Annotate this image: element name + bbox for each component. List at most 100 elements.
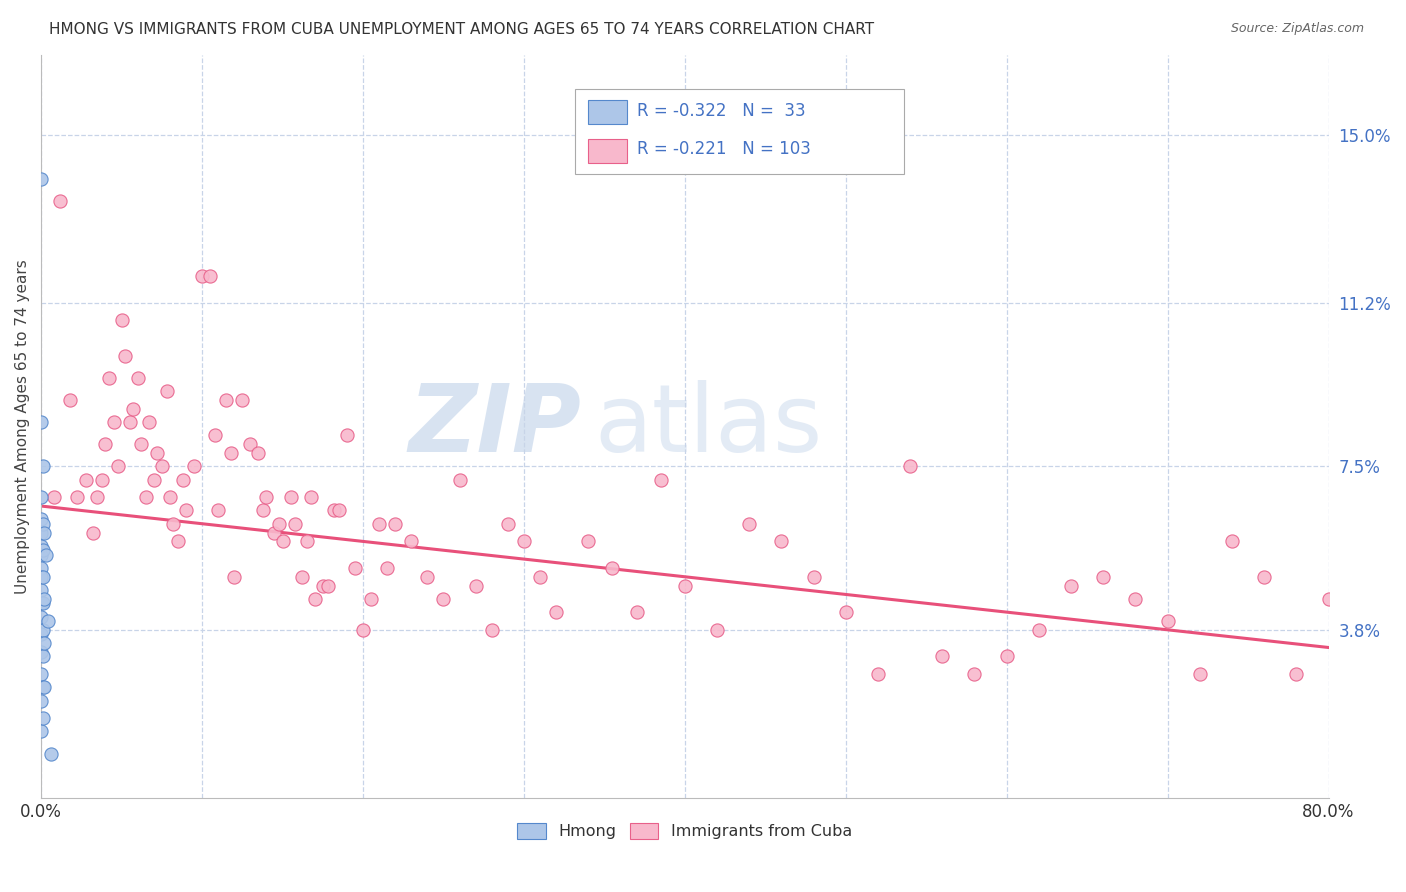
Point (30, 693, 52, 707)
Point (75, 473, 97, 487)
Text: R = -0.322   N =  33: R = -0.322 N = 33 (637, 102, 806, 120)
Text: Source: ZipAtlas.com: Source: ZipAtlas.com (1230, 22, 1364, 36)
Point (546, 605, 568, 619)
Point (271, 534, 294, 549)
Point (1333, 711, 1355, 725)
Point (263, 525, 285, 540)
Point (328, 503, 350, 517)
Point (107, 459, 129, 474)
Point (239, 437, 262, 451)
Point (1350, 693, 1372, 707)
Point (252, 503, 274, 517)
Point (34, 680, 56, 694)
Point (215, 392, 238, 407)
Point (1365, 724, 1388, 739)
Point (384, 516, 406, 531)
Point (219, 446, 242, 460)
Point (34, 636, 56, 650)
Text: ZIP: ZIP (409, 381, 582, 473)
Point (31, 570, 53, 584)
Text: R = -0.221   N = 103: R = -0.221 N = 103 (637, 140, 811, 159)
Point (432, 591, 454, 606)
Point (31, 711, 53, 725)
Point (416, 570, 439, 584)
Point (1156, 614, 1178, 628)
Point (343, 561, 366, 575)
Point (162, 516, 184, 531)
Point (1092, 570, 1115, 584)
Point (37, 614, 59, 628)
Point (280, 490, 302, 504)
Point (995, 649, 1018, 664)
Point (576, 534, 599, 549)
Point (513, 534, 536, 549)
Point (159, 490, 181, 504)
Point (30, 561, 52, 575)
Point (1060, 579, 1083, 593)
Point (295, 534, 318, 549)
Point (114, 349, 136, 363)
Point (127, 371, 149, 385)
Text: HMONG VS IMMIGRANTS FROM CUBA UNEMPLOYMENT AMONG AGES 65 TO 74 YEARS CORRELATION: HMONG VS IMMIGRANTS FROM CUBA UNEMPLOYME… (49, 22, 875, 37)
Point (191, 269, 214, 284)
Legend: Hmong, Immigrants from Cuba: Hmong, Immigrants from Cuba (510, 816, 859, 846)
Point (31, 516, 53, 531)
Point (30, 512, 52, 526)
Point (706, 623, 728, 637)
Point (30, 172, 52, 186)
Point (30, 724, 52, 739)
Point (835, 605, 858, 619)
Point (738, 516, 761, 531)
Point (30, 525, 52, 540)
Point (30, 490, 52, 504)
Point (183, 459, 205, 474)
Point (1253, 570, 1275, 584)
Point (129, 437, 152, 451)
Text: atlas: atlas (595, 381, 823, 473)
Point (30, 570, 52, 584)
Point (121, 401, 143, 416)
Point (529, 570, 551, 584)
Point (34, 591, 56, 606)
Point (91, 473, 114, 487)
Point (30, 667, 52, 681)
Point (172, 473, 194, 487)
Point (30, 596, 52, 610)
Point (360, 591, 382, 606)
Point (30, 539, 52, 553)
FancyBboxPatch shape (575, 88, 904, 174)
Point (449, 473, 471, 487)
Point (496, 516, 519, 531)
Point (97, 371, 120, 385)
Point (650, 473, 672, 487)
Point (1317, 591, 1340, 606)
Point (1028, 623, 1050, 637)
Point (304, 591, 326, 606)
Point (49, 194, 72, 208)
Point (375, 561, 398, 575)
Y-axis label: Unemployment Among Ages 65 to 74 years: Unemployment Among Ages 65 to 74 years (15, 259, 30, 594)
Point (39, 747, 62, 761)
Point (146, 446, 169, 460)
Point (963, 667, 986, 681)
Point (30, 582, 52, 597)
Point (150, 459, 173, 474)
Point (399, 534, 422, 549)
Point (30, 645, 52, 659)
Point (207, 503, 229, 517)
Point (174, 503, 197, 517)
Point (1358, 702, 1381, 716)
Point (135, 490, 157, 504)
Point (464, 579, 486, 593)
Point (59, 392, 82, 407)
Point (30, 548, 52, 562)
Point (312, 579, 335, 593)
Point (30, 627, 52, 641)
Point (142, 473, 165, 487)
Point (931, 649, 953, 664)
Point (269, 516, 291, 531)
Point (254, 490, 277, 504)
Point (110, 313, 132, 327)
Point (31, 680, 53, 694)
Point (368, 516, 391, 531)
